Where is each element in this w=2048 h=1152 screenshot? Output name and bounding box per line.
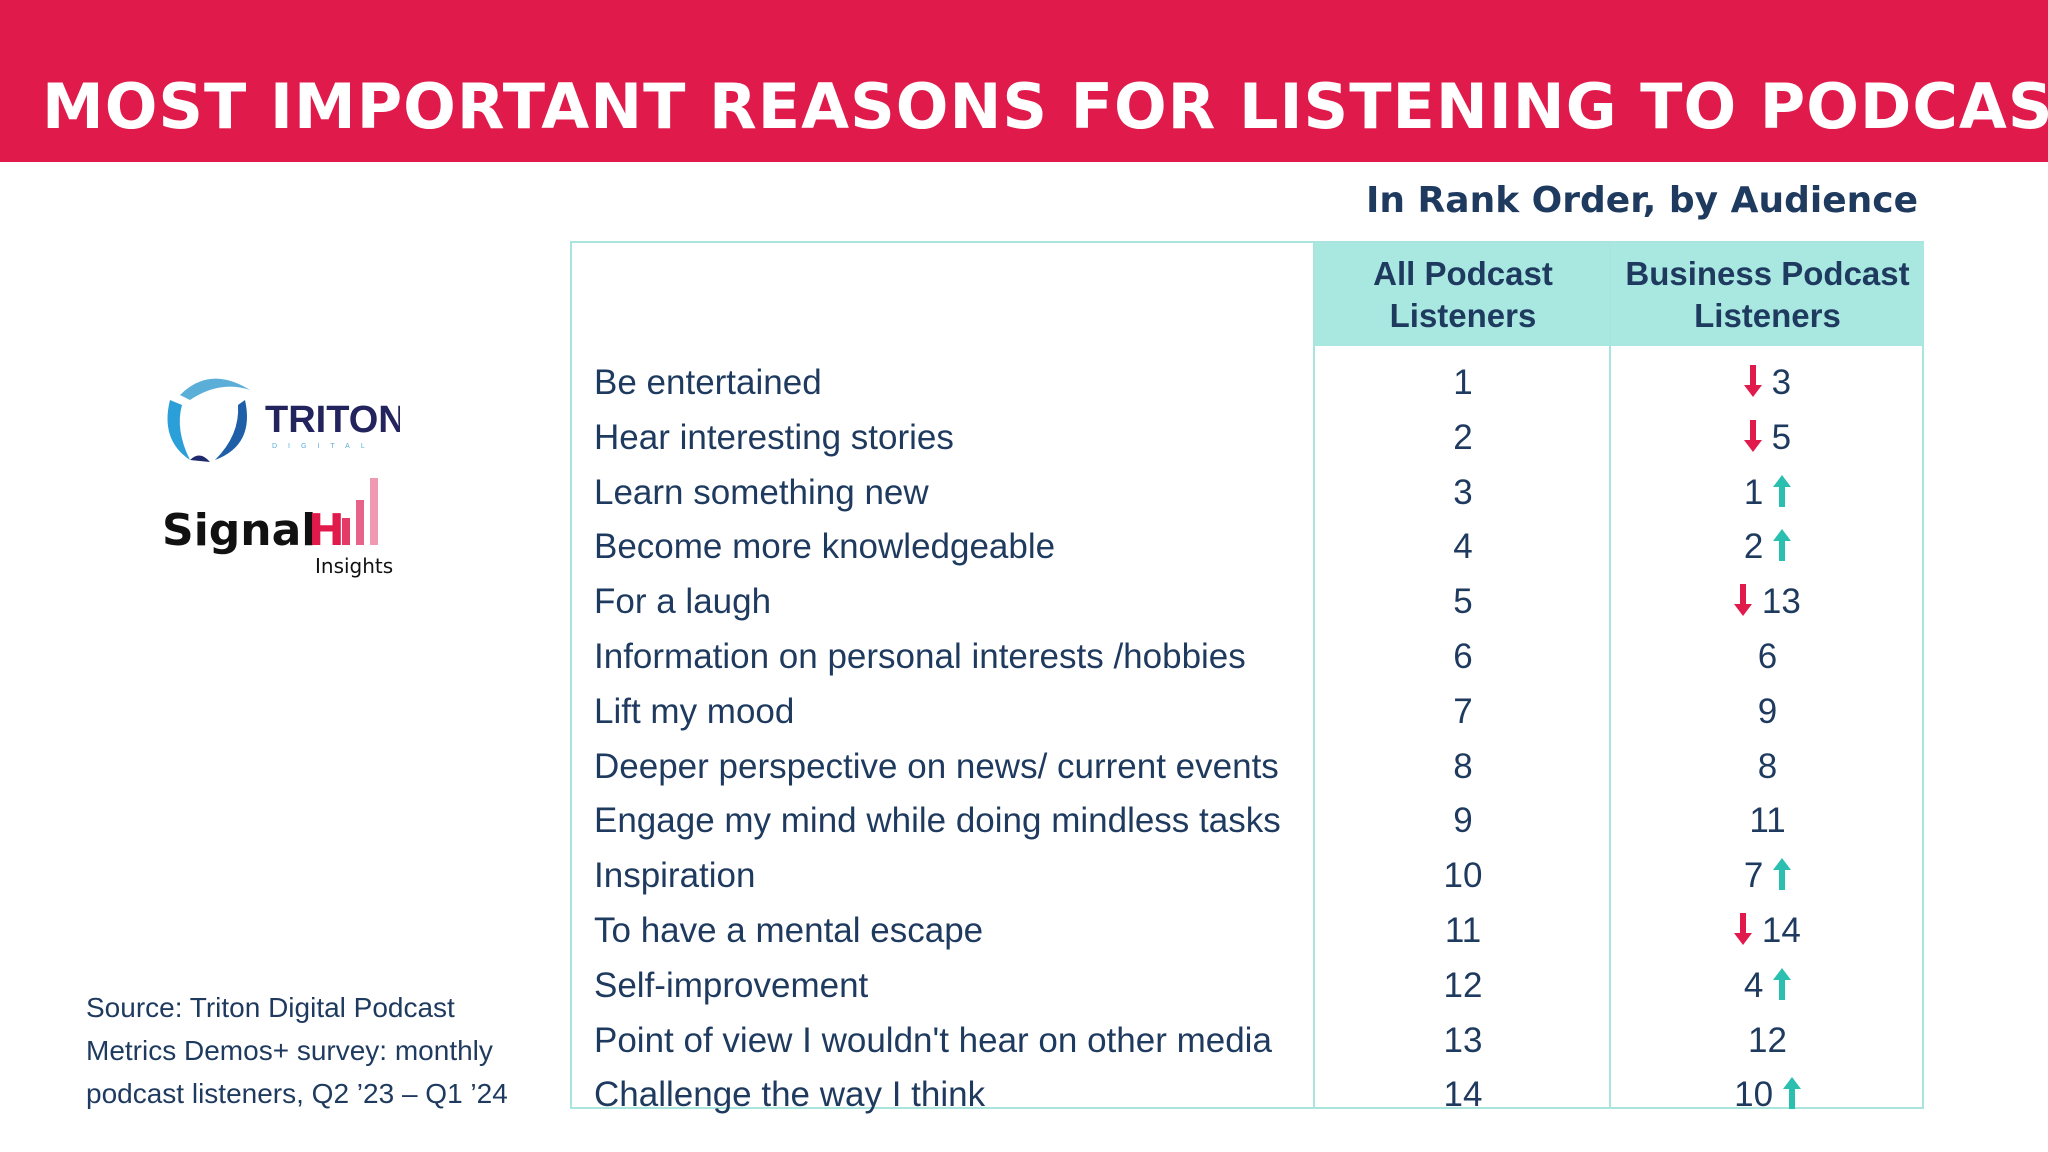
all-rank-value: 2 xyxy=(1453,417,1473,457)
business-rank-value: 13 xyxy=(1761,582,1801,622)
business-rank-value: 9 xyxy=(1757,691,1778,731)
all-rank-value: 3 xyxy=(1453,472,1473,512)
svg-text:Insights: Insights xyxy=(315,554,393,578)
all-rank-value: 12 xyxy=(1443,965,1483,1005)
reason-label: Self-improvement xyxy=(594,965,869,1005)
business-rank-value: 10 xyxy=(1734,1075,1774,1115)
business-rank-value: 14 xyxy=(1761,911,1801,950)
business-rank-value: 3 xyxy=(1771,363,1792,402)
table-row: Self-improvement 12 4 xyxy=(572,958,1924,1013)
svg-text:Signal: Signal xyxy=(162,505,316,556)
all-rank-value: 6 xyxy=(1453,637,1473,676)
reason-label: Be entertained xyxy=(594,363,822,402)
column-divider xyxy=(1609,243,1611,1107)
triton-digital-logo: TRITON DIGITAL Signal H Insights xyxy=(162,378,406,578)
all-rank-value: 5 xyxy=(1453,582,1473,622)
table-row: Information on personal interests /hobbi… xyxy=(572,629,1924,684)
source-line: Metrics Demos+ survey: monthly xyxy=(86,1035,493,1066)
business-rank-cell: 4 xyxy=(1611,966,1924,1006)
reason-label: Lift my mood xyxy=(594,691,795,731)
all-rank-value: 8 xyxy=(1453,746,1473,786)
reason-label: Information on personal interests /hobbi… xyxy=(594,637,1246,676)
business-rank-value: 5 xyxy=(1771,417,1792,457)
source-note: Source: Triton Digital Podcast Metrics D… xyxy=(86,986,508,1115)
business-rank-value: 8 xyxy=(1757,746,1778,786)
all-rank-value: 7 xyxy=(1453,691,1473,731)
arrow-up-icon xyxy=(1773,529,1792,562)
logos: TRITON DIGITAL Signal H Insights xyxy=(160,370,406,585)
arrow-up-icon xyxy=(1773,967,1792,1000)
reason-label: Become more knowledgeable xyxy=(594,527,1056,567)
business-rank-cell: 7 xyxy=(1611,856,1924,896)
business-rank-cell: 9 xyxy=(1611,692,1924,732)
subtitle: In Rank Order, by Audience xyxy=(1366,180,1919,221)
business-rank-cell: 8 xyxy=(1611,747,1924,787)
source-line: Source: Triton Digital Podcast xyxy=(86,992,455,1023)
table-row: Deeper perspective on news/ current even… xyxy=(572,739,1924,794)
arrow-down-icon xyxy=(1734,584,1753,617)
business-rank-cell: 11 xyxy=(1611,801,1924,841)
all-rank-value: 1 xyxy=(1453,363,1473,402)
arrow-down-icon xyxy=(1734,913,1753,945)
all-rank-value: 14 xyxy=(1443,1075,1483,1115)
table-row: To have a mental escape 11 14 xyxy=(572,903,1924,958)
business-rank-cell: 6 xyxy=(1611,637,1924,677)
business-rank-value: 1 xyxy=(1743,472,1764,512)
table-row: For a laugh 5 13 xyxy=(572,574,1924,629)
business-rank-value: 7 xyxy=(1743,856,1764,896)
table-row: Be entertained 1 3 xyxy=(572,355,1924,410)
arrow-down-icon xyxy=(1743,419,1762,452)
reason-label: Challenge the way I think xyxy=(594,1075,986,1115)
business-rank-value: 2 xyxy=(1743,527,1764,567)
business-rank-cell: 5 xyxy=(1611,418,1924,458)
arrow-up-icon xyxy=(1773,474,1792,507)
page-title: MOST IMPORTANT REASONS FOR LISTENING TO … xyxy=(42,70,2048,143)
table-row: Engage my mind while doing mindless task… xyxy=(572,793,1924,848)
arrow-down-icon xyxy=(1743,365,1762,397)
svg-text:DIGITAL: DIGITAL xyxy=(272,443,376,450)
business-rank-value: 11 xyxy=(1749,801,1786,841)
all-rank-value: 13 xyxy=(1443,1020,1483,1060)
business-rank-cell: 12 xyxy=(1611,1021,1924,1061)
column-divider xyxy=(1313,243,1315,1107)
table-row: Lift my mood 7 9 xyxy=(572,684,1924,739)
reason-label: Learn something new xyxy=(594,472,929,512)
rank-table: All Podcast Listeners Business Podcast L… xyxy=(570,241,1924,1114)
all-rank-value: 9 xyxy=(1453,801,1473,841)
reason-label: Engage my mind while doing mindless task… xyxy=(594,801,1281,841)
reason-label: Hear interesting stories xyxy=(594,417,954,457)
all-rank-value: 10 xyxy=(1443,856,1483,896)
business-rank-value: 6 xyxy=(1757,637,1778,676)
svg-text:H: H xyxy=(308,505,345,556)
all-rank-value: 4 xyxy=(1453,527,1473,567)
business-rank-cell: 10 xyxy=(1611,1075,1924,1115)
table-row: Point of view I wouldn't hear on other m… xyxy=(572,1013,1924,1068)
business-rank-cell: 13 xyxy=(1611,582,1924,622)
table-row: Inspiration 10 7 xyxy=(572,848,1924,903)
table-row: Learn something new 3 1 xyxy=(572,465,1924,520)
reason-label: To have a mental escape xyxy=(594,911,984,950)
table-row: Become more knowledgeable 4 2 xyxy=(572,519,1924,574)
business-rank-cell: 1 xyxy=(1611,473,1924,513)
column-header-business: Business Podcast Listeners xyxy=(1611,243,1924,346)
business-rank-cell: 3 xyxy=(1611,363,1924,403)
business-rank-value: 12 xyxy=(1748,1020,1787,1060)
business-rank-cell: 2 xyxy=(1611,527,1924,567)
reason-label: Inspiration xyxy=(594,856,756,896)
arrow-up-icon xyxy=(1773,858,1792,891)
column-header-all: All Podcast Listeners xyxy=(1315,243,1611,346)
business-rank-cell: 14 xyxy=(1611,911,1924,951)
business-rank-value: 4 xyxy=(1743,965,1764,1005)
arrow-up-icon xyxy=(1782,1077,1801,1110)
reason-label: Point of view I wouldn't hear on other m… xyxy=(594,1020,1272,1060)
title-banner: MOST IMPORTANT REASONS FOR LISTENING TO … xyxy=(0,0,2048,162)
all-rank-value: 11 xyxy=(1444,911,1482,950)
reason-label: For a laugh xyxy=(594,582,772,622)
table-row: Challenge the way I think 14 10 xyxy=(572,1067,1924,1122)
svg-text:TRITON: TRITON xyxy=(265,399,400,441)
table-row: Hear interesting stories 2 5 xyxy=(572,410,1924,465)
reason-label: Deeper perspective on news/ current even… xyxy=(594,746,1279,786)
source-line: podcast listeners, Q2 ’23 – Q1 ’24 xyxy=(86,1078,508,1109)
